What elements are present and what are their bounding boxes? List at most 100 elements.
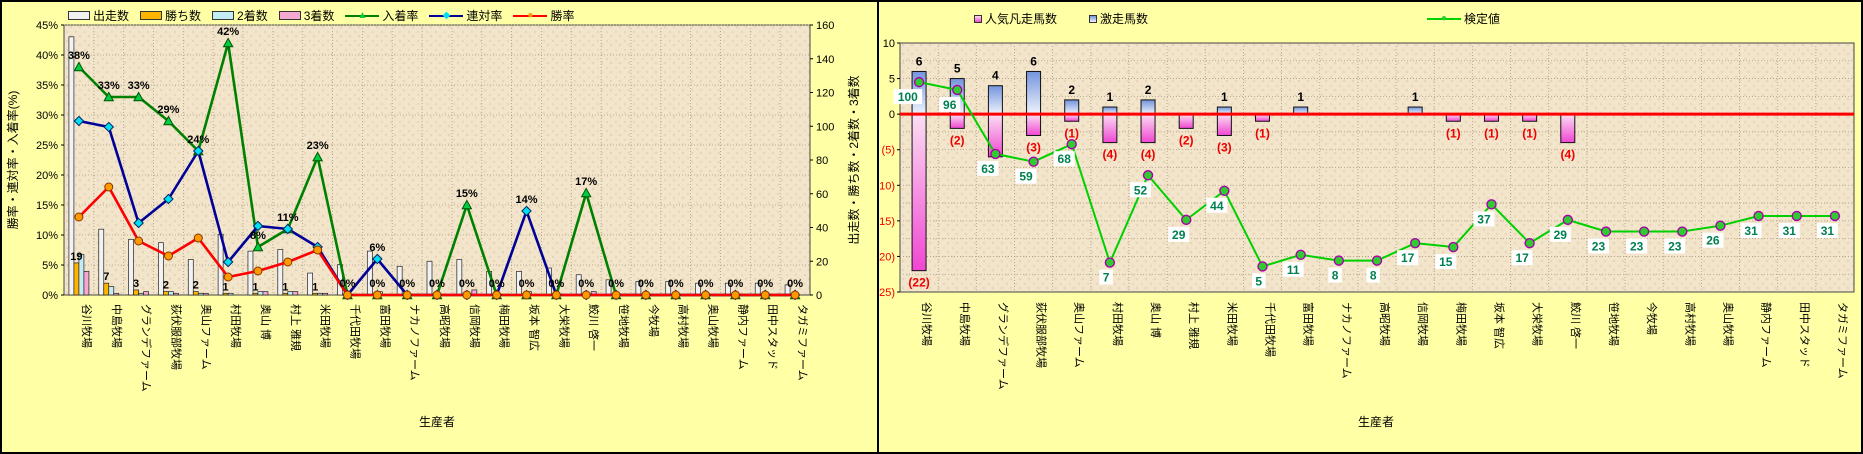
svg-text:高村牧場: 高村牧場 [677,304,691,348]
svg-text:10%: 10% [36,230,58,242]
svg-text:14%: 14% [516,194,538,206]
svg-text:米田牧場: 米田牧場 [1225,302,1239,346]
svg-text:0%: 0% [757,278,773,290]
legend-label: 激走馬数 [1100,12,1149,26]
svg-text:坂本 智広: 坂本 智広 [528,304,542,351]
svg-text:31: 31 [1821,224,1835,238]
svg-text:高昭牧場: 高昭牧場 [1378,302,1392,346]
svg-text:笹地牧場: 笹地牧場 [617,304,631,348]
bar-series-layer [68,36,791,296]
legend-label: 勝ち数 [165,9,202,23]
svg-text:0%: 0% [608,278,624,290]
svg-text:ナカノファーム: ナカノファーム [408,304,421,381]
svg-text:15: 15 [1439,255,1453,269]
svg-text:(3): (3) [1217,140,1232,154]
svg-text:19: 19 [70,251,82,263]
bar-series-layer [911,70,1576,272]
svg-text:0%: 0% [668,278,684,290]
legend-label: 2着数 [237,9,268,23]
win-rate-line-swatch-icon: ● [513,10,548,22]
svg-text:(1): (1) [1484,126,1499,140]
svg-text:23: 23 [1668,240,1682,254]
svg-text:田中スタッド: 田中スタッド [1798,302,1811,368]
right-chart-legend-bars: 人気凡走馬数 激走馬数 [974,10,1159,27]
svg-text:31: 31 [1744,224,1758,238]
left-chart-panel: 出走数 勝ち数 2着数 3着数 ▲ 入着率 ◆ 連対率 ● 勝率 0% 5% 10% 15%… [2,2,877,452]
svg-text:6: 6 [1030,54,1037,68]
right-chart-legend-line: ● 検定値 [1427,10,1511,27]
svg-text:1: 1 [223,281,229,293]
svg-text:大栄牧場: 大栄牧場 [557,304,571,348]
legend-item-quinella-rate: ◆ 連対率 [429,7,502,24]
svg-text:奥山ファーム: 奥山ファーム [199,304,213,370]
svg-text:(22): (22) [908,276,929,290]
legend-label: 出走数 [93,9,130,23]
svg-text:タガミファーム: タガミファーム [796,304,809,381]
svg-text:(25): (25) [879,287,895,299]
svg-text:荻伏服部牧場: 荻伏服部牧場 [169,304,183,370]
svg-text:45%: 45% [36,20,58,32]
legend-label: 人気凡走馬数 [985,12,1058,26]
left-chart-plot: 0%5%10%15%20%25%30%35%40%45%020406080100… [5,20,861,429]
wins-bar-swatch-icon [140,11,163,20]
svg-text:信岡牧場: 信岡牧場 [1416,302,1430,346]
svg-text:奥山 博: 奥山 博 [259,304,273,340]
svg-text:奥山ファーム: 奥山ファーム [1073,302,1087,368]
svg-text:富田牧場: 富田牧場 [1302,302,1316,346]
svg-text:5: 5 [889,74,895,86]
svg-text:高昭牧場: 高昭牧場 [438,304,452,348]
svg-text:0: 0 [889,109,895,121]
svg-text:26: 26 [1706,234,1720,248]
svg-text:(4): (4) [1560,148,1575,162]
svg-text:(4): (4) [1141,148,1156,162]
svg-text:村上 雅規: 村上 雅規 [289,304,303,351]
svg-text:0%: 0% [787,278,803,290]
svg-text:42%: 42% [217,26,239,38]
svg-text:40%: 40% [36,50,58,62]
svg-text:17: 17 [1515,251,1529,265]
svg-text:生産者: 生産者 [419,414,455,429]
svg-text:笹地牧場: 笹地牧場 [1607,302,1621,346]
svg-text:2: 2 [1068,83,1075,97]
svg-text:44: 44 [1210,199,1224,213]
quinella-rate-line-swatch-icon: ◆ [429,10,464,22]
category-labels: 谷川牧場 中島牧場 グランデファーム 荻伏服部牧場 奥山ファーム 村田牧場 奥山 博 村上 雅… [920,302,1849,390]
svg-text:23: 23 [1630,240,1644,254]
svg-text:0%: 0% [698,278,714,290]
svg-text:100: 100 [816,121,834,133]
svg-text:0%: 0% [727,278,743,290]
svg-text:5: 5 [954,62,961,76]
svg-text:(20): (20) [879,251,895,263]
svg-text:24%: 24% [187,134,209,146]
line-data-labels: 38% 33% 33% 29% 24% 42% 8% 23% 15% 17% 11% 6% 14% 0% 0… [68,26,803,290]
svg-text:0%: 0% [429,278,445,290]
left-chart-legend: 出走数 勝ち数 2着数 3着数 ▲ 入着率 ◆ 連対率 ● 勝率 [68,7,585,24]
svg-text:梅田牧場: 梅田牧場 [498,304,512,348]
svg-text:8: 8 [1332,269,1339,283]
svg-text:38%: 38% [68,50,90,62]
legend-item-place-rate: ▲ 入着率 [345,7,418,24]
svg-text:1: 1 [312,281,318,293]
legend-item-thirds: 3着数 [278,7,334,24]
svg-text:奥山牧場: 奥山牧場 [1721,302,1735,346]
svg-text:今牧場: 今牧場 [1645,302,1659,335]
legend-item-surge-horses: 激走馬数 [1089,10,1148,27]
svg-text:(5): (5) [882,145,895,157]
svg-text:8: 8 [1370,269,1377,283]
svg-text:0: 0 [816,290,822,302]
svg-text:2: 2 [163,280,169,292]
test-value-line [913,76,1841,272]
flop-horses-swatch-icon [974,14,982,23]
svg-text:59: 59 [1019,170,1033,184]
svg-text:63: 63 [981,162,995,176]
svg-text:富田牧場: 富田牧場 [378,304,392,348]
svg-text:(1): (1) [1446,126,1461,140]
svg-text:100: 100 [898,90,918,104]
svg-text:0%: 0% [42,290,58,302]
svg-text:33%: 33% [128,80,150,92]
svg-text:グランデファーム: グランデファーム [140,304,154,392]
svg-text:1: 1 [1107,90,1114,104]
svg-text:7: 7 [103,271,109,283]
svg-text:村田牧場: 村田牧場 [229,304,243,348]
